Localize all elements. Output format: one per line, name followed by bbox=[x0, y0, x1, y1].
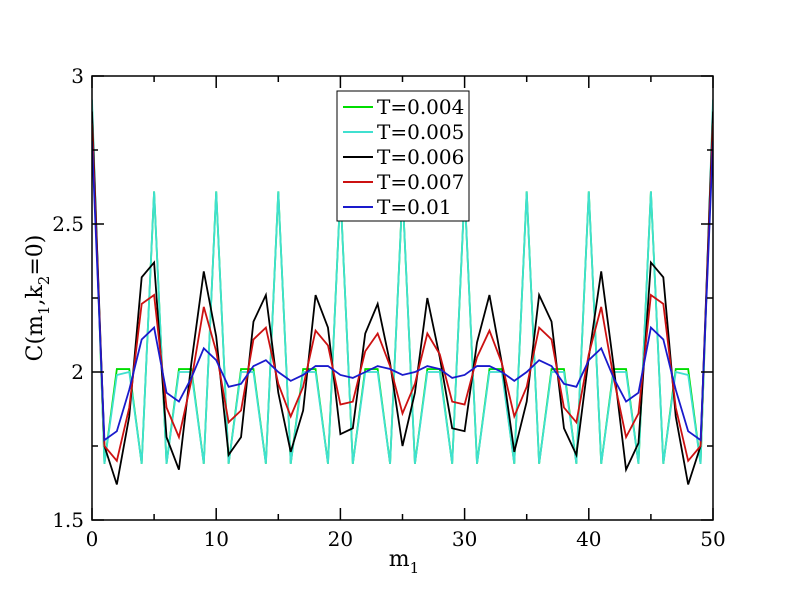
x-tick-label: 20 bbox=[328, 527, 353, 551]
y-tick-label: 2 bbox=[71, 360, 84, 384]
legend-label: T=0.007 bbox=[377, 170, 464, 194]
legend-label: T=0.006 bbox=[377, 145, 464, 169]
legend-label: T=0.005 bbox=[377, 120, 464, 144]
series-line-3 bbox=[92, 123, 713, 463]
x-tick-label: 0 bbox=[86, 527, 99, 551]
y-tick-label: 1.5 bbox=[52, 508, 84, 532]
series-line-2 bbox=[92, 111, 713, 485]
ticks-layer: 0 10 20 30 40 50 1.5 2 2.5 3 bbox=[52, 64, 726, 551]
x-tick-label: 50 bbox=[700, 527, 725, 551]
legend-label: T=0.01 bbox=[377, 195, 452, 219]
series-layer bbox=[92, 99, 713, 485]
y-tick-label: 3 bbox=[71, 64, 84, 88]
legend-label: T=0.004 bbox=[377, 95, 464, 119]
x-tick-label: 40 bbox=[576, 527, 601, 551]
x-axis-label: m1 bbox=[389, 547, 419, 577]
x-axis-label-subscript: 1 bbox=[410, 559, 420, 577]
x-tick-label: 10 bbox=[203, 527, 228, 551]
y-axis-label: C(m1,k2=0) bbox=[23, 235, 53, 362]
series-line-4 bbox=[92, 141, 713, 442]
x-tick-label: 30 bbox=[452, 527, 477, 551]
y-tick-label: 2.5 bbox=[52, 212, 84, 236]
